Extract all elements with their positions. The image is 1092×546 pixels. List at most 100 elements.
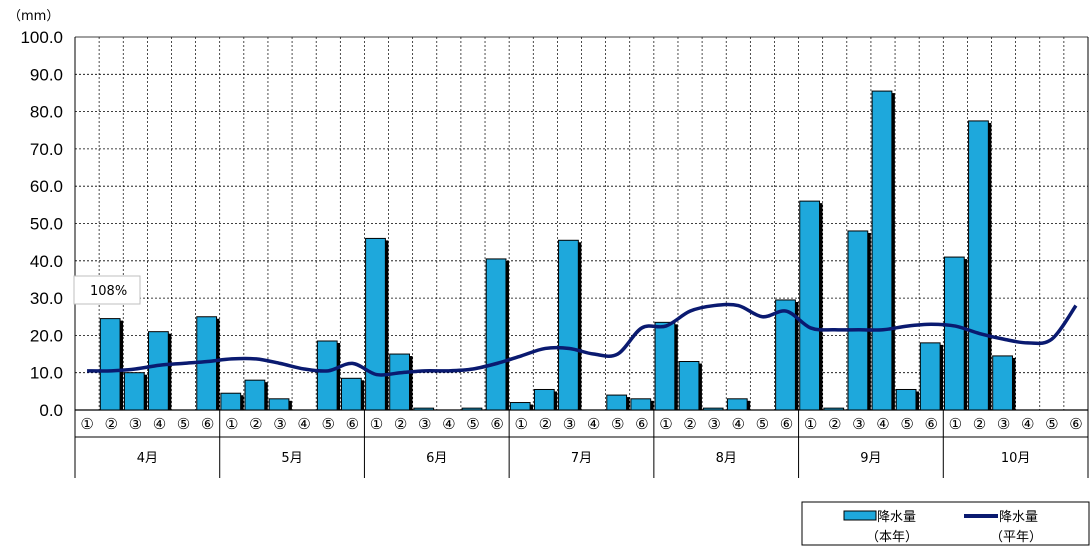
dekad-label: ⑤ xyxy=(611,415,624,433)
dekad-label: ② xyxy=(249,415,262,433)
dekad-label: ④ xyxy=(297,415,310,433)
dekad-label: ⑥ xyxy=(346,415,359,433)
dekad-label: ⑤ xyxy=(1045,415,1058,433)
dekad-label: ① xyxy=(659,415,672,433)
bar xyxy=(485,258,507,411)
bar xyxy=(775,299,796,411)
bar xyxy=(630,398,652,411)
bar xyxy=(558,239,579,411)
dekad-label: ① xyxy=(370,415,383,433)
dekad-label: ② xyxy=(539,415,552,433)
line-series xyxy=(87,302,1078,377)
bar xyxy=(365,237,386,411)
y-tick-label: 10.0 xyxy=(30,364,63,383)
bar xyxy=(968,120,989,411)
dekad-label: ② xyxy=(973,415,986,433)
dekad-label: ④ xyxy=(1021,415,1034,433)
legend-line-sublabel: （平年） xyxy=(990,530,1042,545)
bar xyxy=(992,355,1013,411)
dekad-label: ② xyxy=(104,415,117,433)
month-label: 8月 xyxy=(716,451,737,466)
y-axis-ticks: 0.0 10.0 20.0 30.0 40.0 50.0 60.0 70.0 80.0 90.0 1… xyxy=(20,28,63,420)
y-tick-label: 90.0 xyxy=(30,65,63,84)
bar xyxy=(799,200,821,411)
bar xyxy=(871,90,893,411)
dekad-label: ② xyxy=(828,415,841,433)
dekad-label: ② xyxy=(394,415,407,433)
dekad-label: ③ xyxy=(273,415,286,433)
legend-line-label: 降水量 xyxy=(999,510,1038,525)
bar xyxy=(148,331,169,411)
bar xyxy=(678,361,700,411)
grid xyxy=(74,36,1089,411)
dekad-label: ③ xyxy=(997,415,1010,433)
month-label: 10月 xyxy=(1001,451,1031,466)
bar xyxy=(919,342,941,411)
dekad-label: ⑤ xyxy=(900,415,913,433)
dekad-label: ⑤ xyxy=(177,415,190,433)
dekad-label: ① xyxy=(80,415,93,433)
legend: 降水量 （本年） 降水量 （平年） xyxy=(801,501,1090,546)
dekad-label: ① xyxy=(225,415,238,433)
dekad-label: ④ xyxy=(732,415,745,433)
normal-rainfall-line xyxy=(87,302,1078,377)
bar xyxy=(461,407,483,411)
month-label: 5月 xyxy=(281,451,302,466)
y-tick-label: 80.0 xyxy=(30,103,63,122)
y-tick-label: 0.0 xyxy=(39,401,63,420)
dekad-label: ③ xyxy=(563,415,576,433)
bar xyxy=(316,340,338,411)
dekad-label: ⑥ xyxy=(490,415,503,433)
month-label: 7月 xyxy=(571,451,592,466)
dekad-label: ① xyxy=(514,415,527,433)
dekad-label: ④ xyxy=(442,415,455,433)
legend-bar-swatch xyxy=(843,510,877,521)
bar xyxy=(847,230,869,411)
bar xyxy=(895,388,917,411)
dekad-label: ④ xyxy=(876,415,889,433)
annotation-box: 108% xyxy=(73,275,141,305)
dekad-label: ⑤ xyxy=(466,415,479,433)
dekad-label: ④ xyxy=(587,415,600,433)
bar xyxy=(220,392,242,411)
dekad-label: ① xyxy=(804,415,817,433)
dekad-label: ③ xyxy=(852,415,865,433)
bar xyxy=(340,377,362,411)
month-label: 9月 xyxy=(860,451,881,466)
dekad-label: ⑤ xyxy=(322,415,335,433)
y-tick-label: 100.0 xyxy=(20,28,63,47)
dekad-label: ⑥ xyxy=(201,415,214,433)
bar xyxy=(943,256,965,411)
y-tick-label: 30.0 xyxy=(30,289,63,308)
bar-series xyxy=(99,90,1016,411)
dekad-label: ⑥ xyxy=(1069,415,1082,433)
y-unit-label: （mm） xyxy=(8,9,59,24)
dekad-label: ③ xyxy=(418,415,431,433)
dekad-label: ⑥ xyxy=(780,415,793,433)
dekad-label: ④ xyxy=(153,415,166,433)
bar xyxy=(413,407,435,411)
dekad-label: ③ xyxy=(129,415,142,433)
bar xyxy=(606,394,628,411)
bar xyxy=(244,379,266,411)
y-tick-label: 60.0 xyxy=(30,177,63,196)
dekad-label: ① xyxy=(949,415,962,433)
month-label: 6月 xyxy=(426,451,447,466)
dekad-label: ⑥ xyxy=(924,415,937,433)
legend-bar-sublabel: （本年） xyxy=(866,530,918,545)
y-tick-label: 70.0 xyxy=(30,140,63,159)
y-tick-label: 20.0 xyxy=(30,326,63,345)
dekad-label: ③ xyxy=(707,415,720,433)
bar xyxy=(654,321,676,411)
bar xyxy=(726,398,748,411)
legend-bar-label: 降水量 xyxy=(877,510,916,525)
bar xyxy=(509,402,531,411)
dekad-label: ⑥ xyxy=(635,415,648,433)
bar xyxy=(389,353,410,411)
bar xyxy=(123,372,145,411)
annotation-text: 108% xyxy=(90,284,127,299)
bar xyxy=(823,407,845,411)
bar xyxy=(702,407,724,411)
